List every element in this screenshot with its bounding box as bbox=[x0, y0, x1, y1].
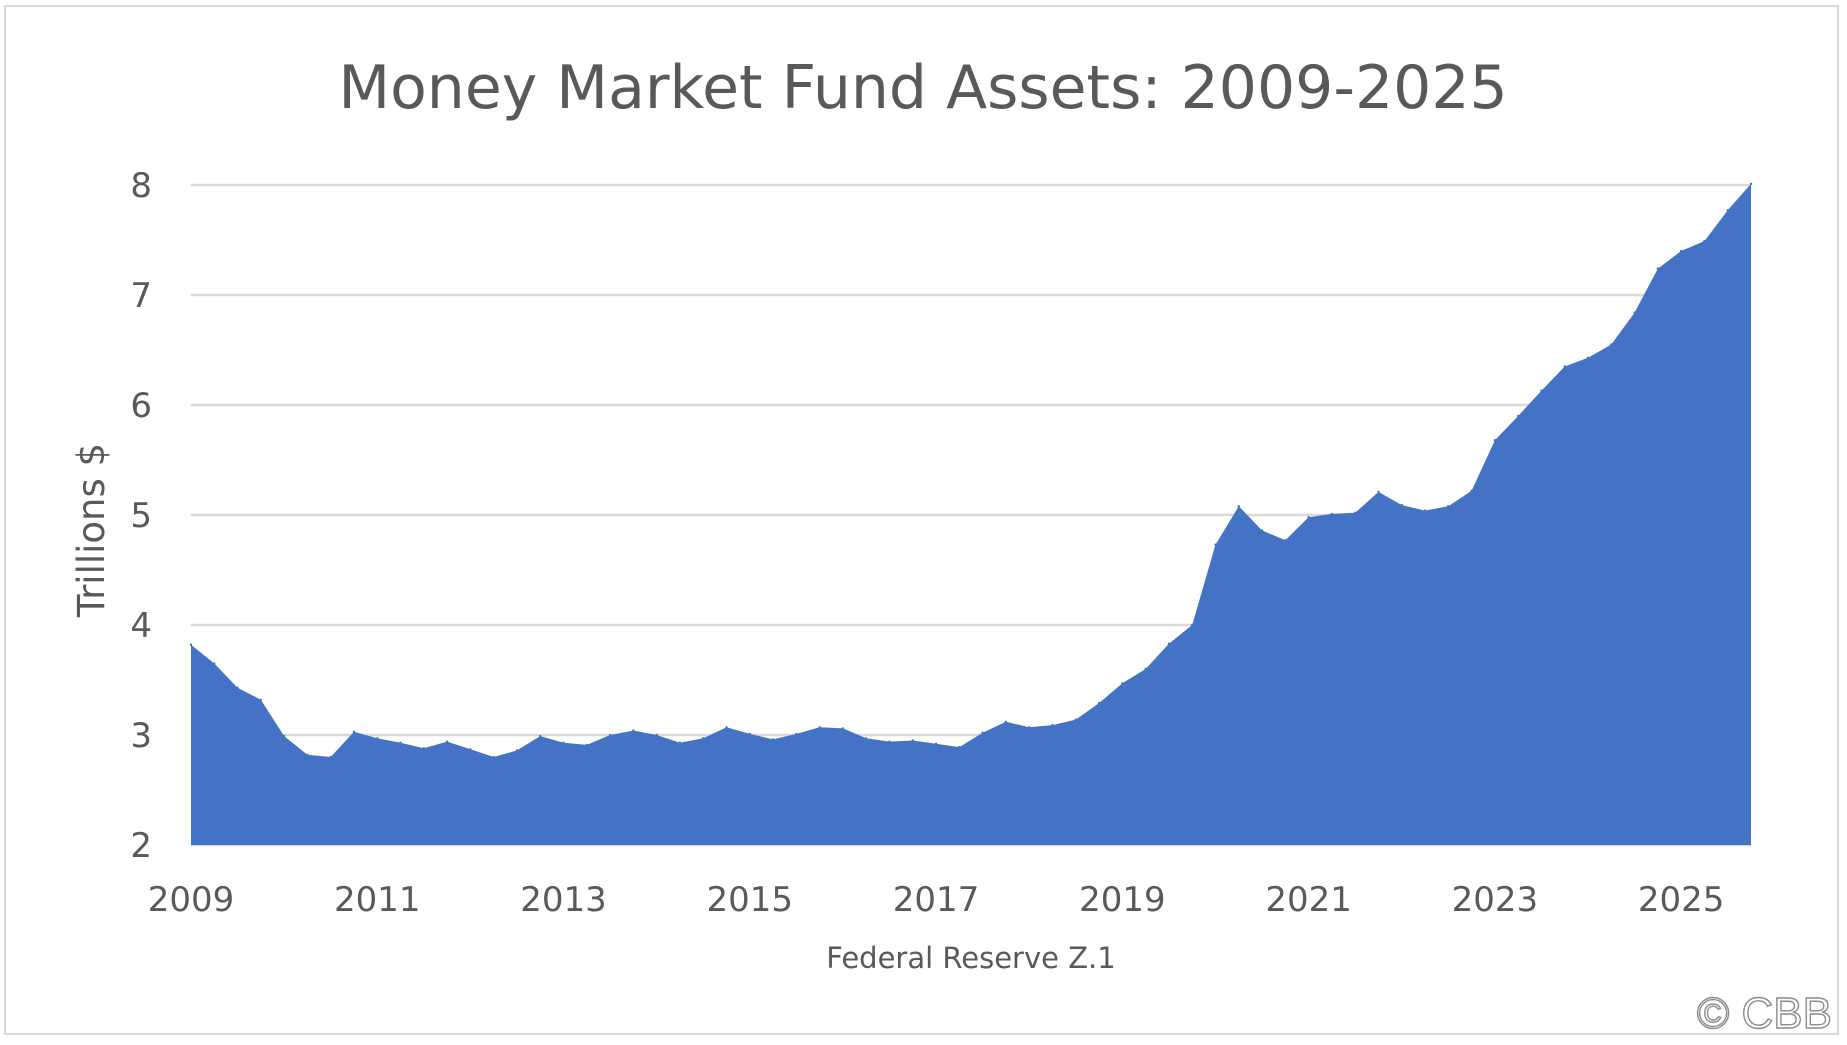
data-point bbox=[841, 727, 845, 730]
data-point bbox=[1749, 182, 1753, 186]
y-tick-label: 6 bbox=[130, 386, 152, 426]
data-point bbox=[213, 662, 216, 665]
data-point bbox=[492, 755, 495, 759]
data-point bbox=[376, 737, 379, 740]
data-point bbox=[562, 741, 565, 744]
data-point bbox=[515, 749, 519, 752]
data-point bbox=[422, 747, 426, 750]
x-tick-label: 2025 bbox=[1638, 880, 1725, 920]
data-point bbox=[282, 734, 286, 738]
data-point bbox=[1493, 439, 1497, 442]
y-tick-label: 7 bbox=[130, 276, 152, 316]
data-point bbox=[259, 698, 263, 701]
data-point bbox=[585, 743, 589, 747]
data-point bbox=[1074, 718, 1077, 721]
x-tick-label: 2017 bbox=[893, 880, 980, 920]
y-tick-label: 2 bbox=[130, 826, 152, 866]
data-point bbox=[1284, 539, 1287, 542]
data-point bbox=[1377, 490, 1380, 494]
x-tick-label: 2021 bbox=[1265, 880, 1352, 920]
data-point bbox=[189, 643, 193, 646]
data-point bbox=[1237, 505, 1240, 508]
y-tick-label: 3 bbox=[130, 716, 152, 756]
data-point bbox=[1144, 667, 1147, 671]
data-point bbox=[911, 739, 914, 742]
data-point bbox=[329, 755, 332, 759]
data-point bbox=[1423, 509, 1427, 512]
data-point bbox=[1447, 505, 1450, 508]
watermark: © CBB bbox=[1697, 989, 1832, 1038]
chart-title: Money Market Fund Assets: 2009-2025 bbox=[338, 53, 1507, 123]
data-point bbox=[306, 753, 309, 756]
x-tick-label: 2023 bbox=[1452, 880, 1539, 920]
data-point bbox=[539, 734, 542, 738]
data-point bbox=[608, 733, 612, 737]
data-point bbox=[1400, 503, 1403, 507]
data-point bbox=[865, 737, 868, 740]
data-point bbox=[818, 726, 821, 729]
data-point bbox=[1470, 489, 1473, 492]
data-point bbox=[1679, 249, 1683, 253]
data-point bbox=[1307, 516, 1310, 519]
data-point bbox=[1353, 511, 1357, 514]
data-point bbox=[678, 741, 682, 744]
data-point bbox=[958, 745, 961, 749]
data-point bbox=[1051, 723, 1054, 727]
data-point bbox=[702, 737, 705, 740]
x-tick-label: 2019 bbox=[1079, 880, 1166, 920]
data-point bbox=[934, 742, 938, 745]
data-point bbox=[888, 740, 891, 743]
data-point bbox=[655, 733, 658, 737]
y-tick-label: 4 bbox=[130, 606, 152, 646]
data-point bbox=[1028, 726, 1031, 729]
data-point bbox=[725, 726, 728, 729]
data-point bbox=[748, 732, 752, 736]
y-axis-label: Trillions $ bbox=[70, 443, 113, 618]
data-points bbox=[189, 182, 1753, 759]
data-point bbox=[1516, 414, 1520, 418]
x-axis-ticks: 2009 2011 2013 2015 2017 2019 2021 2023 2025 bbox=[148, 880, 1725, 920]
data-point bbox=[1260, 529, 1264, 532]
series-area bbox=[191, 183, 1751, 845]
data-point bbox=[1610, 343, 1613, 346]
data-point bbox=[1703, 239, 1706, 243]
data-point bbox=[1214, 543, 1217, 546]
data-point bbox=[352, 730, 356, 733]
data-point bbox=[1563, 365, 1566, 368]
data-point bbox=[771, 738, 775, 741]
data-point bbox=[1726, 209, 1729, 212]
data-point bbox=[1121, 682, 1124, 685]
y-tick-label: 8 bbox=[130, 166, 152, 206]
x-tick-label: 2009 bbox=[148, 880, 235, 920]
data-point bbox=[632, 729, 635, 732]
data-point bbox=[1330, 512, 1334, 516]
y-axis-ticks: 2 3 4 5 6 7 8 bbox=[130, 166, 152, 866]
x-tick-label: 2013 bbox=[520, 880, 607, 920]
data-point bbox=[1004, 720, 1008, 723]
data-point bbox=[1586, 356, 1590, 359]
data-point bbox=[236, 686, 239, 689]
data-point bbox=[981, 731, 984, 734]
data-point bbox=[399, 741, 402, 744]
y-tick-label: 5 bbox=[130, 496, 152, 536]
data-point bbox=[795, 732, 798, 736]
data-point bbox=[1167, 642, 1171, 645]
data-point bbox=[1540, 389, 1543, 392]
data-point bbox=[1190, 623, 1194, 627]
data-point bbox=[1097, 701, 1101, 705]
data-point bbox=[445, 740, 449, 743]
x-axis-label: Federal Reserve Z.1 bbox=[826, 941, 1115, 975]
x-tick-label: 2011 bbox=[334, 880, 421, 920]
data-point bbox=[1656, 267, 1660, 270]
x-tick-label: 2015 bbox=[707, 880, 794, 920]
data-point bbox=[469, 748, 472, 751]
data-point bbox=[1633, 311, 1636, 314]
